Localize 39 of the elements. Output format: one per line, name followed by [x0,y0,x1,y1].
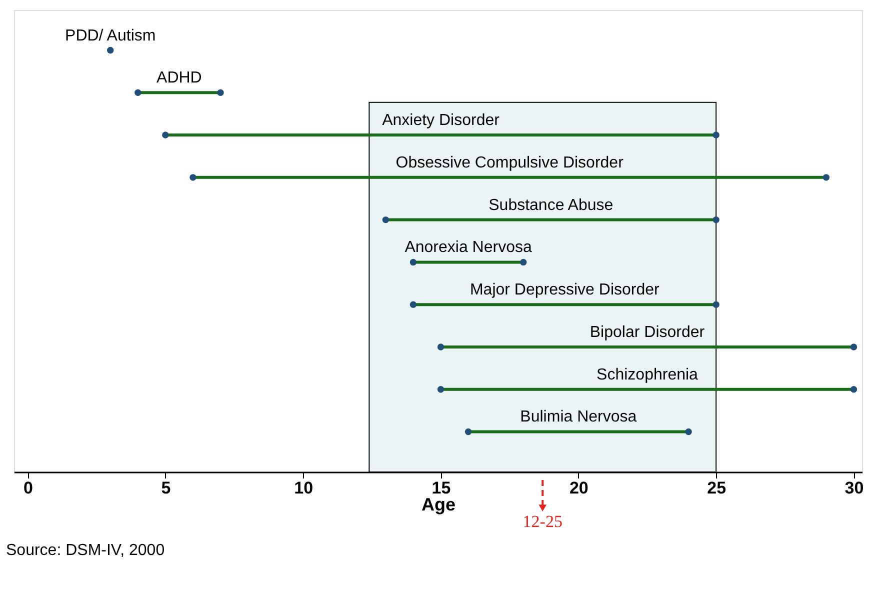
x-tick-label: 5 [161,478,171,498]
point [134,89,142,96]
y-tick-label: ADHD [156,70,202,87]
point [685,428,692,436]
y-tick-label: Substance Abuse [488,196,614,214]
point [822,174,830,181]
point [520,258,527,266]
point [712,216,720,224]
point [382,216,390,224]
x-tick-label: 25 [707,478,726,498]
x-tick-label: 10 [294,478,314,498]
x-tick-label: 0 [24,478,33,498]
y-tick-label: Bulimia Nervosa [520,408,637,426]
point [162,132,169,138]
x-tick-label: 30 [844,478,864,498]
point [712,301,720,308]
y-tick-label: Anxiety Disorder [382,112,500,130]
point [410,258,417,266]
x-tick-label: 20 [569,478,588,498]
point [437,344,444,350]
point [437,386,444,393]
point [464,428,472,436]
y-tick-label: Bipolar Disorder [590,324,706,341]
point [217,89,224,96]
y-tick-label: Obsessive Compulsive Disorder [396,154,624,172]
source-note: Source: DSM-IV, 2000 [6,542,165,559]
y-tick-label: Schizophrenia [596,366,698,384]
y-tick-label: Anorexia Nervosa [404,239,532,256]
x-axis-title: Age [421,494,456,514]
y-tick-label: PDD/ Autism [65,27,156,44]
band-label: 12-25 [522,512,562,531]
point [712,132,720,138]
x-tick-label: 15 [432,478,451,498]
y-tick-label: Major Depressive Disorder [470,282,660,299]
point [410,301,417,308]
point [190,174,196,181]
point [107,46,114,54]
point [850,344,858,350]
point [850,386,858,393]
